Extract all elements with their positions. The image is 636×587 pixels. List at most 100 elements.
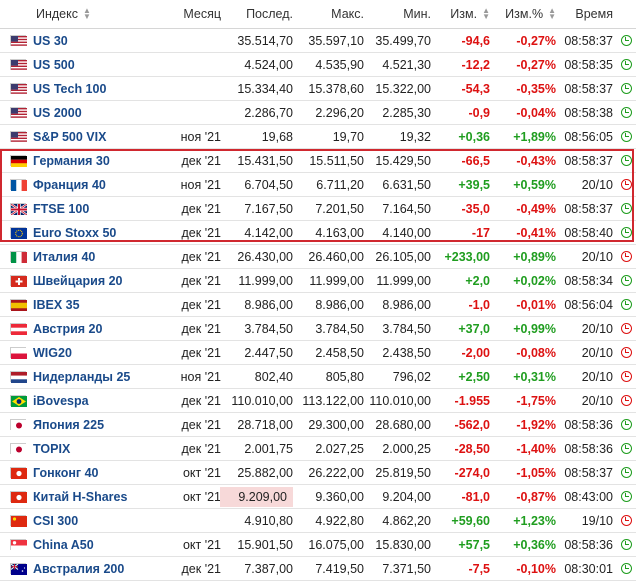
fr-flag-icon xyxy=(10,179,27,191)
table-row[interactable]: WIG20 дек '21 2.447,50 2.458,50 2.438,50 -2,0… xyxy=(0,341,636,365)
high-price-cell: 805,80 xyxy=(325,369,364,384)
instrument-link[interactable]: Италия 40 xyxy=(33,249,96,264)
change-cell: -35,0 xyxy=(461,201,491,216)
table-row[interactable]: TOPIX дек '21 2.001,75 2.027,25 2.000,25 -28,… xyxy=(0,437,636,461)
instrument-link[interactable]: Япония 225 xyxy=(33,417,105,432)
table-row[interactable]: Китай H-Shares окт '21 9.209,00 9.360,00 9.2… xyxy=(0,485,636,509)
last-price-cell: 802,40 xyxy=(254,369,293,384)
low-price-cell: 26.105,00 xyxy=(375,249,431,264)
table-row[interactable]: IBEX 35 дек '21 8.986,00 8.986,00 8.986,00 -1… xyxy=(0,293,636,317)
de-flag-icon xyxy=(10,155,27,167)
table-row[interactable]: Германия 30 дек '21 15.431,50 15.511,50 15.4… xyxy=(0,149,636,173)
low-price-cell: 9.204,00 xyxy=(382,489,431,504)
instrument-link[interactable]: Гонконг 40 xyxy=(33,465,99,480)
market-closed-clock-icon xyxy=(620,371,632,382)
instrument-link[interactable]: Нидерланды 25 xyxy=(33,369,131,384)
column-header-change[interactable]: Изм. ▲ ▼ xyxy=(450,0,490,28)
contract-month-cell: дек '21 xyxy=(181,273,221,288)
sort-arrows-icon: ▲ ▼ xyxy=(83,6,91,21)
instrument-link[interactable]: US 500 xyxy=(33,57,75,72)
table-row[interactable]: Австралия 200 дек '21 7.387,00 7.419,50 7.37… xyxy=(0,557,636,581)
instrument-name-cell: S&P 500 VIX xyxy=(10,125,180,148)
table-row[interactable]: Франция 40 ноя '21 6.704,50 6.711,20 6.631,5… xyxy=(0,173,636,197)
change-percent-cell: +0,59% xyxy=(513,177,556,192)
table-row[interactable]: FTSE 100 дек '21 7.167,50 7.201,50 7.164,50 -… xyxy=(0,197,636,221)
instrument-link[interactable]: Euro Stoxx 50 xyxy=(33,225,117,240)
instrument-link[interactable]: Китай H-Shares xyxy=(33,489,128,504)
column-header-time[interactable]: Время xyxy=(575,7,613,21)
column-header-name[interactable]: Индекс ▲ ▼ xyxy=(36,0,206,28)
change-cell: -562,0 xyxy=(454,417,490,432)
table-row[interactable]: Гонконг 40 окт '21 25.882,00 26.222,00 25.81… xyxy=(0,461,636,485)
table-row[interactable]: US 2000 2.286,70 2.296,20 2.285,30 -0,9 -0,04… xyxy=(0,101,636,125)
instrument-link[interactable]: iBovespa xyxy=(33,393,89,408)
time-cell: 19/10 xyxy=(581,513,613,528)
instrument-name-cell: TOPIX xyxy=(10,437,180,460)
table-row[interactable]: US Tech 100 15.334,40 15.378,60 15.322,00 -5… xyxy=(0,77,636,101)
high-price-cell: 4.922,80 xyxy=(315,513,364,528)
instrument-link[interactable]: TOPIX xyxy=(33,441,71,456)
contract-month-cell: окт '21 xyxy=(182,489,221,504)
last-price-cell: 2.286,70 xyxy=(244,105,293,120)
table-row[interactable]: Италия 40 дек '21 26.430,00 26.460,00 26.105… xyxy=(0,245,636,269)
instrument-link[interactable]: CSI 300 xyxy=(33,513,79,528)
high-price-cell: 15.511,50 xyxy=(309,153,364,168)
column-header-month[interactable]: Месяц xyxy=(183,7,221,21)
ch-flag-icon xyxy=(10,275,27,287)
instrument-link[interactable]: Швейцария 20 xyxy=(33,273,123,288)
table-row[interactable]: US 500 4.524,00 4.535,90 4.521,30 -12,2 -0,27… xyxy=(0,53,636,77)
instrument-link[interactable]: Австралия 200 xyxy=(33,561,125,576)
instrument-link[interactable]: WIG20 xyxy=(33,345,72,360)
instrument-name-cell: iBovespa xyxy=(10,389,180,412)
table-row[interactable]: CSI 300 4.910,80 4.922,80 4.862,20 +59,60 +1,… xyxy=(0,509,636,533)
column-header-low[interactable]: Мин. xyxy=(403,7,431,21)
hk-flag-icon xyxy=(10,491,27,503)
market-status-cell xyxy=(619,557,633,580)
contract-month-cell: ноя '21 xyxy=(180,129,221,144)
table-row[interactable]: S&P 500 VIX ноя '21 19,68 19,70 19,32 +0,36 +1… xyxy=(0,125,636,149)
time-cell: 08:58:34 xyxy=(564,273,613,288)
market-status-cell xyxy=(619,533,633,556)
jp-flag-icon xyxy=(10,443,27,455)
column-header-change-percent[interactable]: Изм.% ▲ ▼ xyxy=(505,0,556,28)
high-price-cell: 8.986,00 xyxy=(315,297,364,312)
change-cell: +37,0 xyxy=(458,321,490,336)
market-status-cell xyxy=(619,29,633,52)
table-row[interactable]: Швейцария 20 дек '21 11.999,00 11.999,00 11.… xyxy=(0,269,636,293)
change-percent-cell: -1,75% xyxy=(516,393,556,408)
table-row[interactable]: Нидерланды 25 ноя '21 802,40 805,80 796,02 +2… xyxy=(0,365,636,389)
column-header-last[interactable]: Послед. xyxy=(246,7,293,21)
market-open-clock-icon xyxy=(620,491,632,502)
instrument-name-cell: Италия 40 xyxy=(10,245,180,268)
last-price-cell: 6.704,50 xyxy=(244,177,293,192)
market-closed-clock-icon xyxy=(620,347,632,358)
high-price-cell: 7.201,50 xyxy=(315,201,364,216)
column-header-high[interactable]: Макс. xyxy=(331,7,364,21)
instrument-link[interactable]: Германия 30 xyxy=(33,153,110,168)
low-price-cell: 19,32 xyxy=(399,129,431,144)
table-row[interactable]: Euro Stoxx 50 дек '21 4.142,00 4.163,00 4.14… xyxy=(0,221,636,245)
instrument-link[interactable]: FTSE 100 xyxy=(33,201,90,216)
time-cell: 20/10 xyxy=(581,177,613,192)
instrument-link[interactable]: Франция 40 xyxy=(33,177,106,192)
instrument-link[interactable]: US Tech 100 xyxy=(33,81,107,96)
instrument-name-cell: US 500 xyxy=(10,53,180,76)
instrument-link[interactable]: US 30 xyxy=(33,33,68,48)
high-price-cell: 2.027,25 xyxy=(315,441,364,456)
change-cell: -66,5 xyxy=(461,153,491,168)
time-cell: 08:56:05 xyxy=(564,129,613,144)
table-row[interactable]: Япония 225 дек '21 28.718,00 29.300,00 28.68… xyxy=(0,413,636,437)
time-cell: 08:30:01 xyxy=(564,561,613,576)
instrument-link[interactable]: S&P 500 VIX xyxy=(33,129,107,144)
instrument-link[interactable]: US 2000 xyxy=(33,105,82,120)
instrument-link[interactable]: China A50 xyxy=(33,537,94,552)
low-price-cell: 28.680,00 xyxy=(375,417,431,432)
table-row[interactable]: iBovespa дек '21 110.010,00 113.122,00 110.0… xyxy=(0,389,636,413)
table-row[interactable]: China A50 окт '21 15.901,50 16.075,00 15.830… xyxy=(0,533,636,557)
market-status-cell xyxy=(619,365,633,388)
instrument-link[interactable]: Австрия 20 xyxy=(33,321,103,336)
table-row[interactable]: US 30 35.514,70 35.597,10 35.499,70 -94,6 -0,… xyxy=(0,29,636,53)
instrument-link[interactable]: IBEX 35 xyxy=(33,297,80,312)
high-price-cell: 9.360,00 xyxy=(315,489,364,504)
table-row[interactable]: Австрия 20 дек '21 3.784,50 3.784,50 3.784,5… xyxy=(0,317,636,341)
